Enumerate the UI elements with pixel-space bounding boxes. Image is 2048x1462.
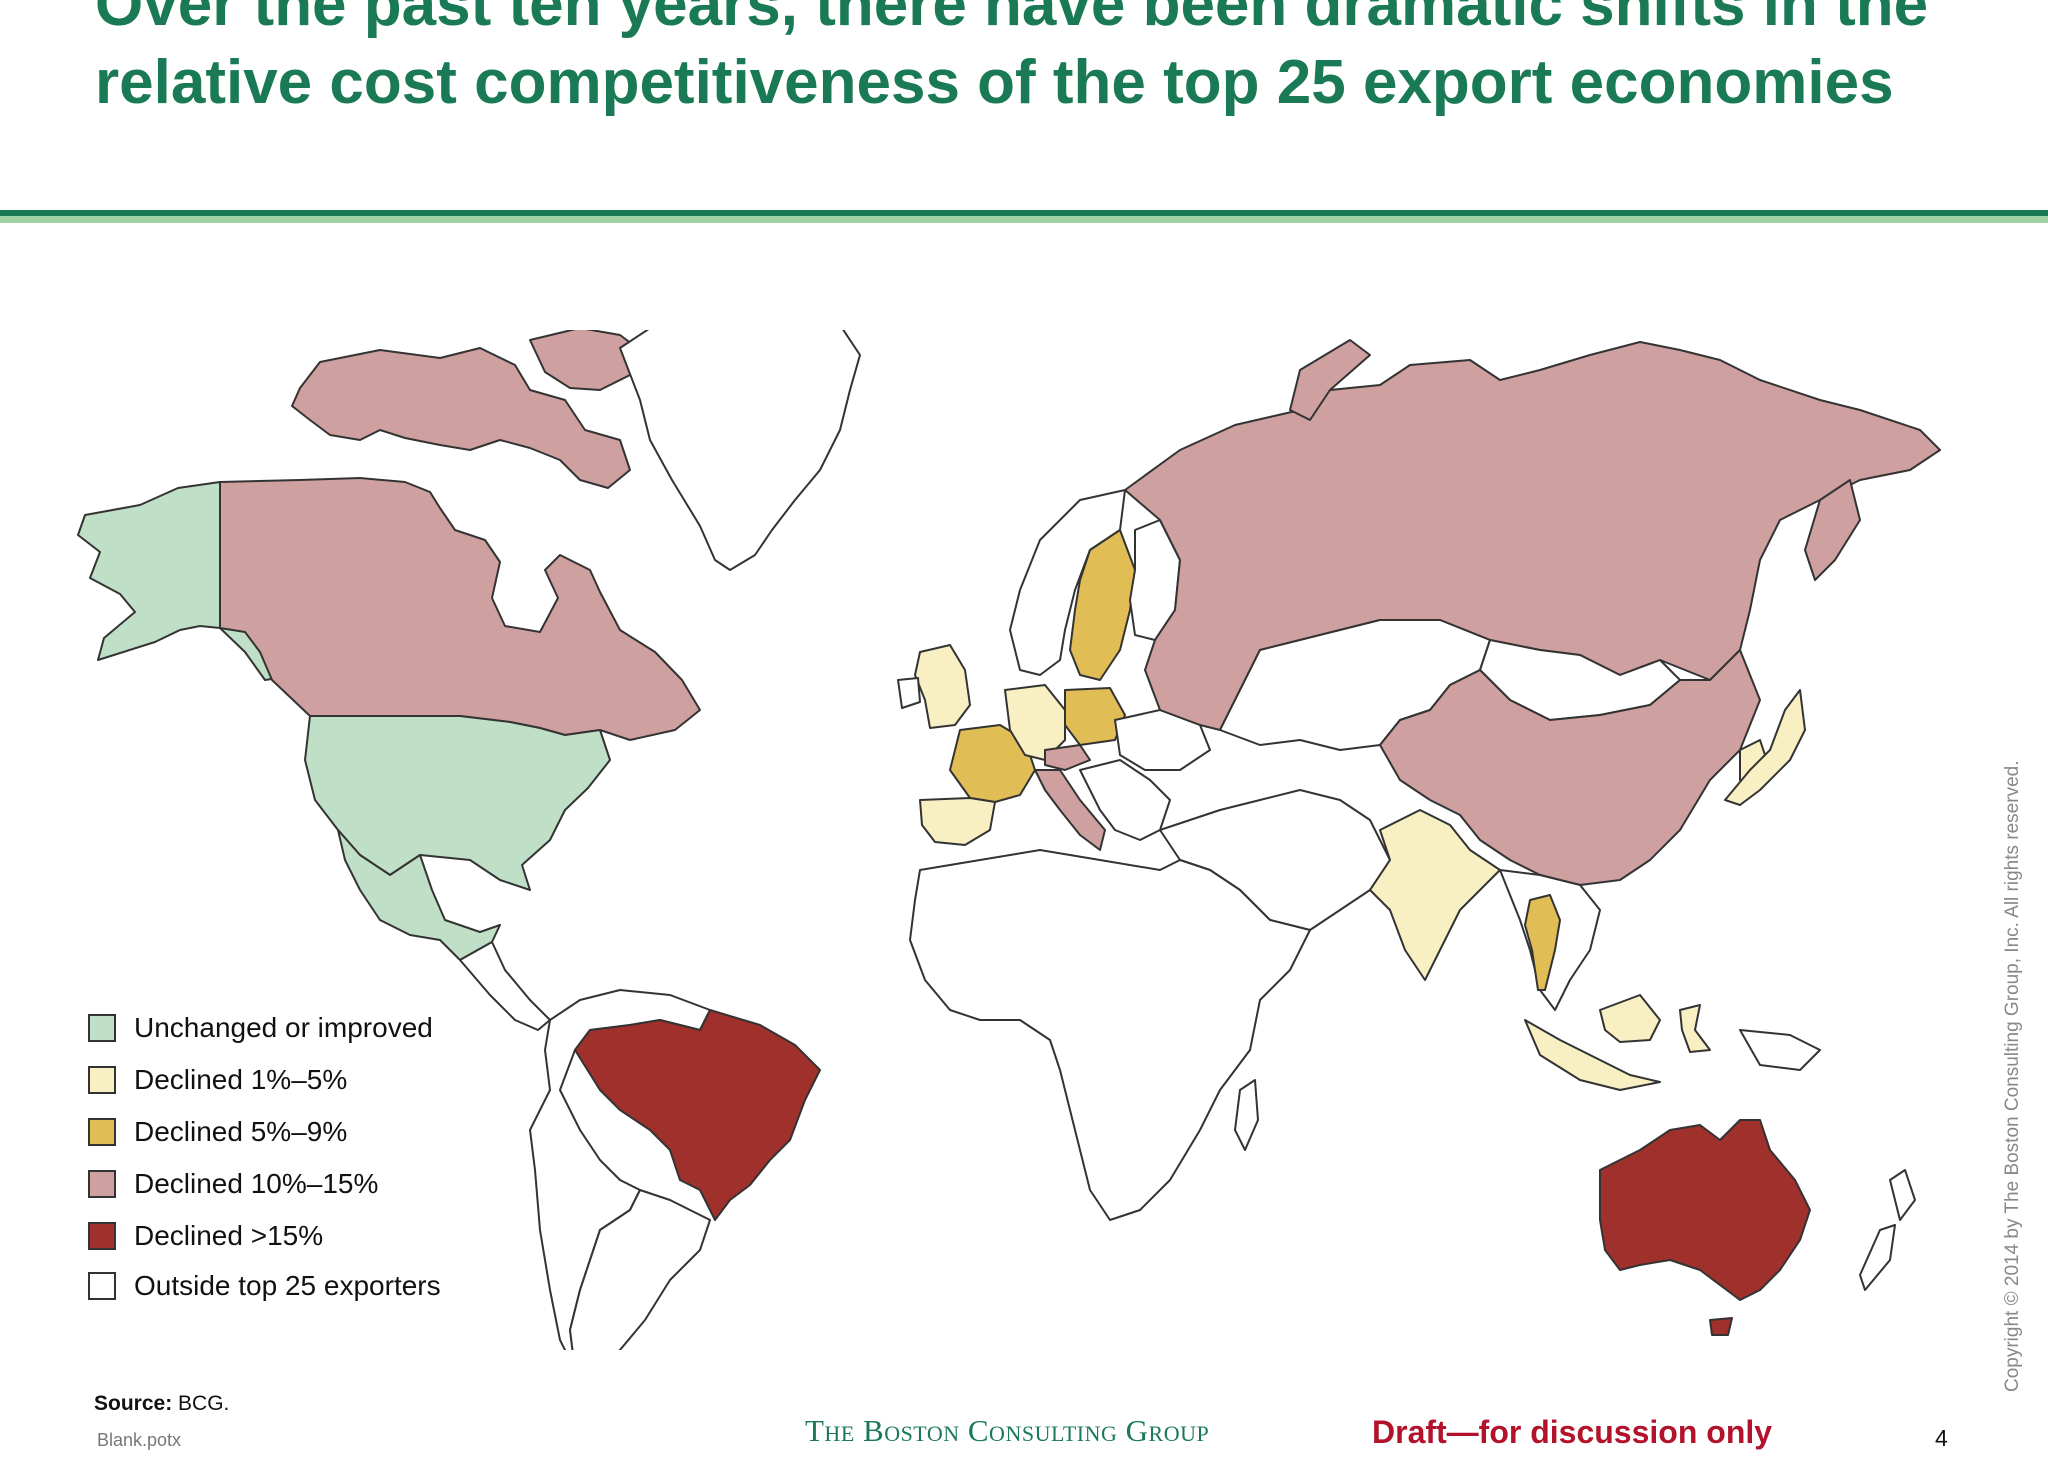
region-central-america [459, 941, 551, 1031]
region-novaya-zemlya [1289, 339, 1371, 421]
region-indonesia [1524, 1019, 1661, 1091]
legend-swatch [88, 1118, 116, 1146]
source-note: Source: BCG. [94, 1392, 229, 1416]
region-poland [1064, 687, 1126, 746]
region-italy [1034, 769, 1106, 851]
legend-label: Unchanged or improved [134, 1012, 433, 1043]
legend-item-outside: Outside top 25 exporters [88, 1268, 441, 1304]
region-spain [919, 797, 996, 846]
region-brazil [574, 1009, 821, 1221]
region-new-zealand [1859, 1169, 1916, 1291]
region-india [1369, 809, 1501, 981]
bcg-logo: The Boston Consulting Group [805, 1413, 1210, 1448]
legend-swatch [88, 1272, 116, 1300]
region-japan [1724, 689, 1806, 806]
region-czech [1044, 744, 1091, 771]
region-canada [219, 477, 701, 741]
region-papua [1739, 1029, 1821, 1071]
region-uk [914, 644, 971, 729]
region-africa [909, 849, 1311, 1221]
source-label: Source: [94, 1392, 173, 1415]
legend-swatch [88, 1222, 116, 1250]
slide-title: Over the past ten years, there have been… [95, 0, 1929, 117]
page-number: 4 [1935, 1425, 1948, 1451]
region-russia [1124, 341, 1941, 731]
region-southern-cone [569, 1189, 711, 1350]
copyright-notice: Copyright © 2014 by The Boston Consultin… [2002, 760, 2023, 1392]
region-baffin-island [529, 330, 641, 391]
legend-label: Declined >15% [134, 1220, 324, 1251]
legend-label: Declined 1%–5% [134, 1064, 348, 1095]
legend-swatch [88, 1066, 116, 1094]
legend-swatch [88, 1170, 116, 1198]
region-thailand [1524, 894, 1561, 991]
draft-notice: Draft—for discussion only [1372, 1414, 1773, 1450]
world-map [77, 330, 1941, 1350]
region-france [949, 724, 1036, 803]
region-china [1379, 649, 1761, 886]
region-arctic-islands [291, 347, 631, 489]
region-tasmania [1709, 1317, 1733, 1336]
region-madagascar [1234, 1079, 1259, 1151]
legend-label: Declined 5%–9% [134, 1116, 348, 1147]
region-ireland [897, 677, 921, 709]
region-kamchatka [1804, 479, 1861, 581]
legend-label: Outside top 25 exporters [134, 1270, 441, 1301]
region-sweden [1069, 529, 1136, 681]
template-filename: Blank.potx [97, 1430, 182, 1450]
legend-swatch [88, 1014, 116, 1042]
title-rule-light [0, 216, 2048, 223]
title-rule-dark [0, 210, 2048, 216]
region-greenland [619, 330, 861, 571]
region-australia [1599, 1119, 1811, 1301]
legend-item-declined-1-5: Declined 1%–5% [88, 1062, 347, 1098]
legend-item-unchanged: Unchanged or improved [88, 1010, 433, 1046]
region-sulawesi [1679, 1004, 1711, 1053]
legend-label: Declined 10%–15% [134, 1168, 379, 1199]
source-text: BCG. [178, 1392, 230, 1415]
region-mexico [337, 829, 501, 961]
legend-item-declined-5-9: Declined 5%–9% [88, 1114, 347, 1150]
legend-item-declined-10-15: Declined 10%–15% [88, 1166, 378, 1202]
region-borneo [1599, 994, 1661, 1043]
legend-item-declined-15: Declined >15% [88, 1218, 323, 1254]
